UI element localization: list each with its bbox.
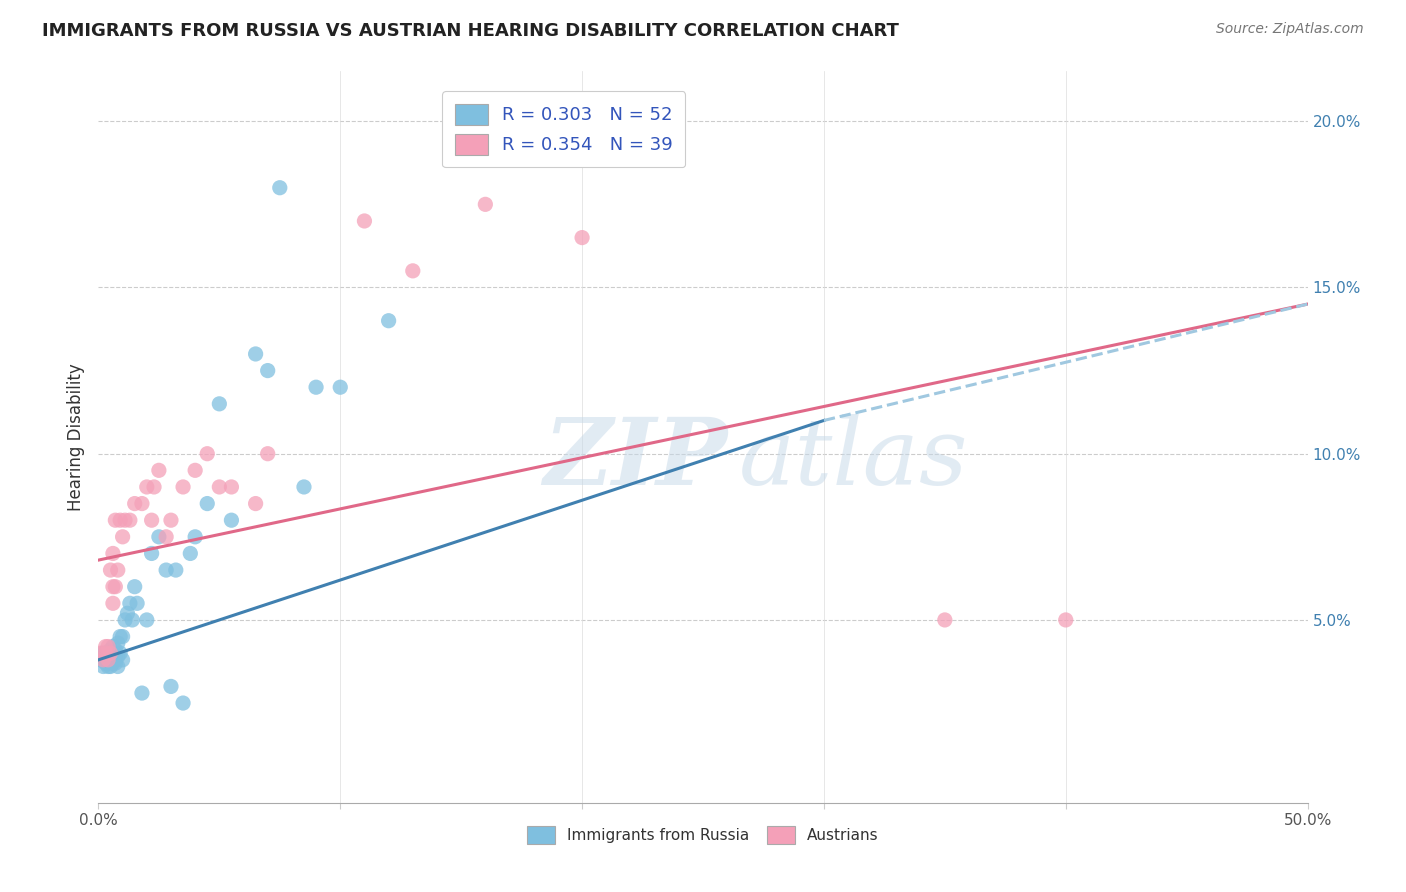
Point — [256, 363, 278, 377]
Point — [107, 636, 129, 650]
Point — [101, 640, 124, 654]
Text: atlas: atlas — [740, 414, 969, 504]
Point — [97, 653, 120, 667]
Point — [100, 643, 122, 657]
Point — [329, 380, 352, 394]
Point — [179, 546, 201, 560]
Point — [90, 646, 112, 660]
Point — [100, 653, 122, 667]
Point — [208, 480, 231, 494]
Text: ZIP: ZIP — [543, 414, 727, 504]
Point — [97, 640, 120, 654]
Point — [114, 613, 136, 627]
Point — [221, 513, 243, 527]
Point — [91, 659, 114, 673]
Point — [101, 596, 124, 610]
Point — [101, 580, 124, 594]
Point — [101, 653, 124, 667]
Point — [94, 656, 117, 670]
Point — [94, 646, 117, 660]
Point — [91, 646, 114, 660]
Point — [108, 646, 131, 660]
Point — [160, 513, 183, 527]
Point — [104, 643, 127, 657]
Point — [245, 347, 267, 361]
Point — [131, 686, 153, 700]
Text: IMMIGRANTS FROM RUSSIA VS AUSTRIAN HEARING DISABILITY CORRELATION CHART: IMMIGRANTS FROM RUSSIA VS AUSTRIAN HEARI… — [42, 22, 898, 40]
Point — [143, 480, 166, 494]
Point — [292, 480, 315, 494]
Point — [195, 447, 218, 461]
Point — [127, 596, 149, 610]
Point — [353, 214, 375, 228]
Point — [934, 613, 956, 627]
Point — [117, 607, 139, 621]
Point — [118, 513, 141, 527]
Point — [107, 659, 129, 673]
Point — [172, 480, 194, 494]
Point — [111, 530, 134, 544]
Point — [184, 530, 207, 544]
Point — [107, 563, 129, 577]
Point — [100, 659, 122, 673]
Point — [148, 463, 170, 477]
Point — [90, 653, 112, 667]
Point — [104, 649, 127, 664]
Point — [124, 580, 146, 594]
Point — [184, 463, 207, 477]
Text: Source: ZipAtlas.com: Source: ZipAtlas.com — [1216, 22, 1364, 37]
Point — [148, 530, 170, 544]
Point — [195, 497, 218, 511]
Point — [104, 656, 127, 670]
Point — [97, 659, 120, 673]
Point — [108, 630, 131, 644]
Point — [221, 480, 243, 494]
Point — [160, 680, 183, 694]
Point — [108, 513, 131, 527]
Point — [94, 646, 117, 660]
Point — [474, 197, 496, 211]
Point — [135, 613, 157, 627]
Point — [377, 314, 399, 328]
Point — [1054, 613, 1077, 627]
Point — [91, 653, 114, 667]
Point — [208, 397, 231, 411]
Point — [141, 546, 163, 560]
Point — [118, 596, 141, 610]
Point — [97, 656, 120, 670]
Point — [305, 380, 328, 394]
Point — [104, 513, 127, 527]
Point — [107, 649, 129, 664]
Point — [172, 696, 194, 710]
Point — [141, 513, 163, 527]
Point — [100, 646, 122, 660]
Point — [101, 546, 124, 560]
Point — [124, 497, 146, 511]
Point — [121, 613, 143, 627]
Point — [104, 580, 127, 594]
Point — [135, 480, 157, 494]
Point — [101, 656, 124, 670]
Point — [97, 649, 120, 664]
Point — [245, 497, 267, 511]
Point — [571, 230, 593, 244]
Point — [155, 563, 177, 577]
Point — [256, 447, 278, 461]
Point — [131, 497, 153, 511]
Point — [111, 630, 134, 644]
Legend: Immigrants from Russia, Austrians: Immigrants from Russia, Austrians — [522, 820, 884, 850]
Point — [111, 653, 134, 667]
Point — [100, 563, 122, 577]
Point — [114, 513, 136, 527]
Y-axis label: Hearing Disability: Hearing Disability — [66, 363, 84, 511]
Point — [402, 264, 425, 278]
Point — [94, 653, 117, 667]
Point — [94, 640, 117, 654]
Point — [155, 530, 177, 544]
Point — [165, 563, 187, 577]
Point — [97, 646, 120, 660]
Point — [269, 180, 291, 194]
